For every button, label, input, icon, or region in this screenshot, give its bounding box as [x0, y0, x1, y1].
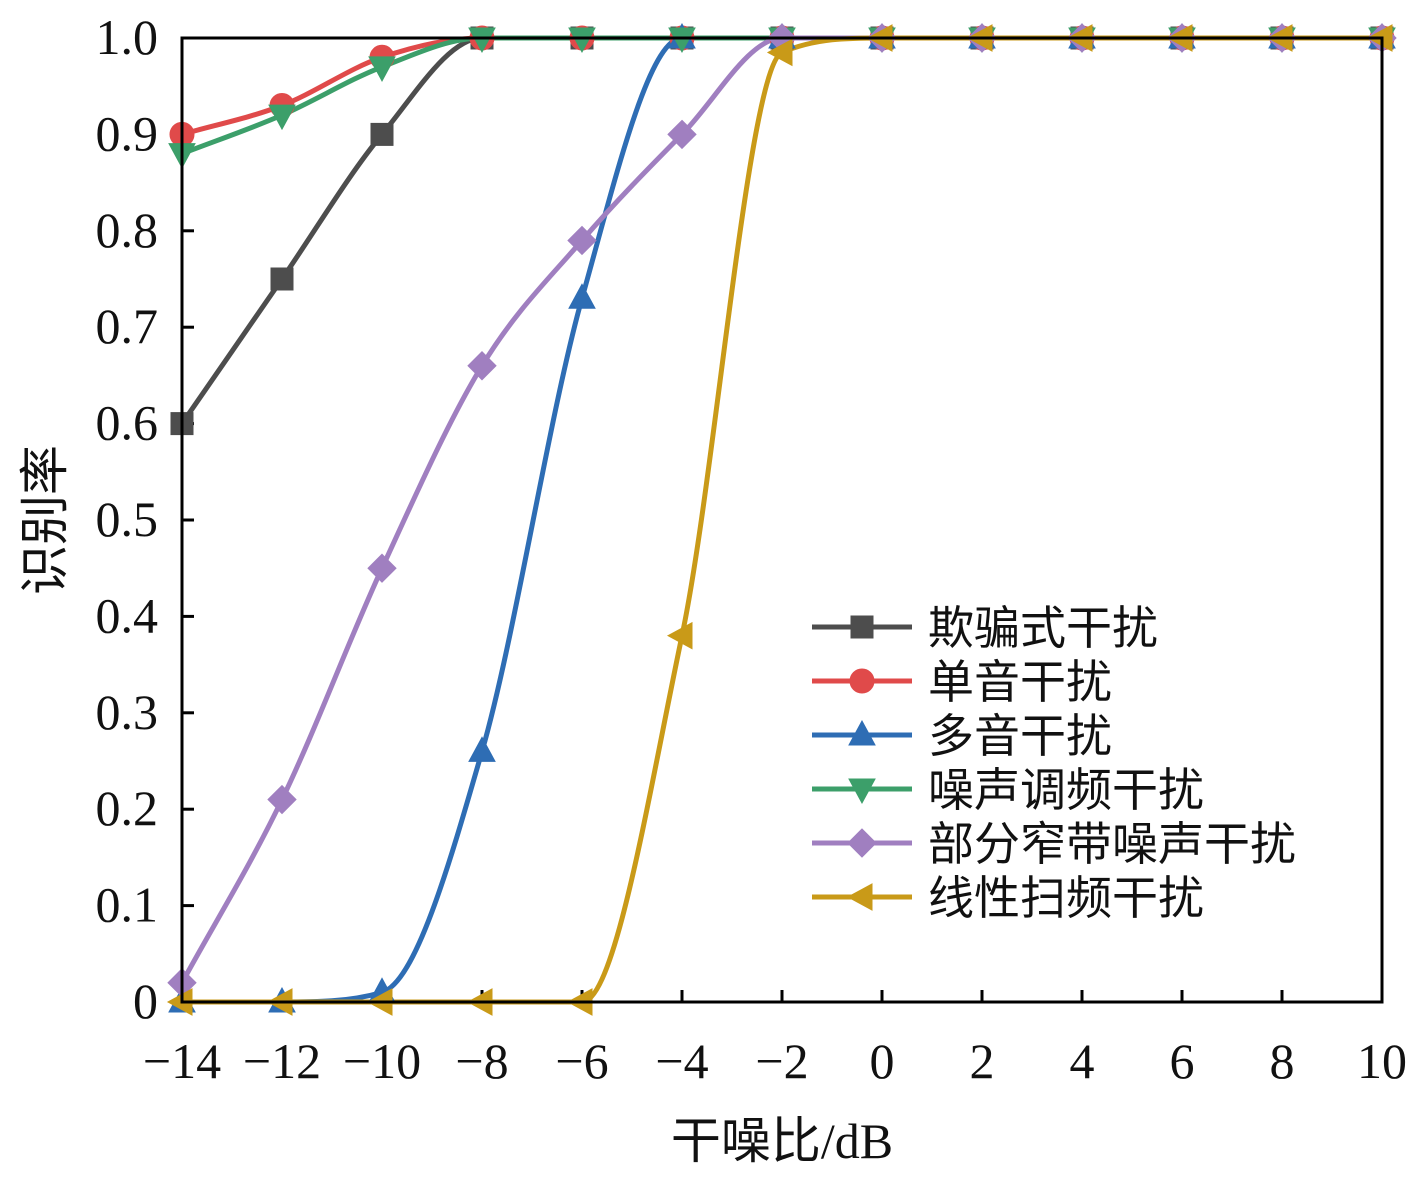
data-point-3 [268, 104, 296, 131]
x-tick-label: 6 [1170, 1033, 1195, 1089]
plot-frame [180, 36, 1384, 1004]
legend-label: 线性扫频干扰 [928, 873, 1204, 924]
legend-marker-4 [847, 828, 877, 858]
legend-marker-0 [850, 615, 874, 639]
legend-marker-2 [848, 719, 876, 746]
data-point-4 [367, 553, 397, 583]
x-tick-label: 8 [1270, 1033, 1295, 1089]
y-tick-label: 0.9 [96, 105, 159, 161]
y-tick-label: 0 [133, 973, 158, 1029]
x-tick-label: −4 [655, 1033, 708, 1089]
data-point-0 [270, 267, 294, 291]
x-tick-label: −14 [143, 1033, 221, 1089]
y-tick-label: 0.1 [96, 877, 159, 933]
y-tick-label: 0.4 [96, 587, 159, 643]
x-tick-label: 2 [970, 1033, 995, 1089]
legend-label: 多音干扰 [928, 711, 1112, 762]
y-tick-label: 0.5 [96, 491, 159, 547]
y-tick-label: 1.0 [96, 9, 159, 65]
x-tick-label: −12 [243, 1033, 321, 1089]
data-point-3 [468, 27, 496, 54]
legend-marker-3 [848, 778, 876, 805]
x-axis-title: 干噪比/dB [671, 1113, 893, 1169]
data-point-3 [568, 27, 596, 54]
x-tick-label: −2 [755, 1033, 808, 1089]
data-point-3 [668, 27, 696, 54]
legend-label: 欺骗式干扰 [928, 603, 1158, 654]
y-tick-label: 0.6 [96, 395, 159, 451]
y-tick-label: 0.2 [96, 780, 159, 836]
data-point-5 [666, 621, 693, 650]
x-tick-label: −10 [343, 1033, 421, 1089]
legend-marker-1 [849, 668, 875, 694]
legend-label: 单音干扰 [928, 657, 1112, 708]
x-tick-label: −6 [555, 1033, 608, 1089]
data-point-5 [766, 38, 793, 67]
y-tick-label: 0.7 [96, 298, 159, 354]
data-point-4 [267, 784, 297, 815]
y-axis-title: 识别率 [17, 445, 73, 595]
data-point-0 [370, 122, 394, 146]
data-point-4 [667, 119, 697, 150]
x-tick-label: 10 [1357, 1033, 1407, 1089]
data-point-2 [568, 283, 596, 309]
x-tick-label: 0 [870, 1033, 895, 1089]
data-point-3 [368, 56, 396, 82]
y-tick-label: 0.8 [96, 202, 159, 258]
data-point-4 [567, 225, 597, 256]
legend-marker-5 [846, 883, 873, 911]
data-point-4 [467, 351, 497, 381]
x-tick-label: −8 [455, 1033, 508, 1089]
legend-label: 部分窄带噪声干扰 [928, 819, 1296, 870]
x-tick-label: 4 [1070, 1033, 1095, 1089]
legend-label: 噪声调频干扰 [928, 765, 1204, 816]
data-point-2 [468, 736, 496, 762]
series-line-0 [179, 35, 1385, 427]
y-tick-label: 0.3 [96, 684, 159, 740]
